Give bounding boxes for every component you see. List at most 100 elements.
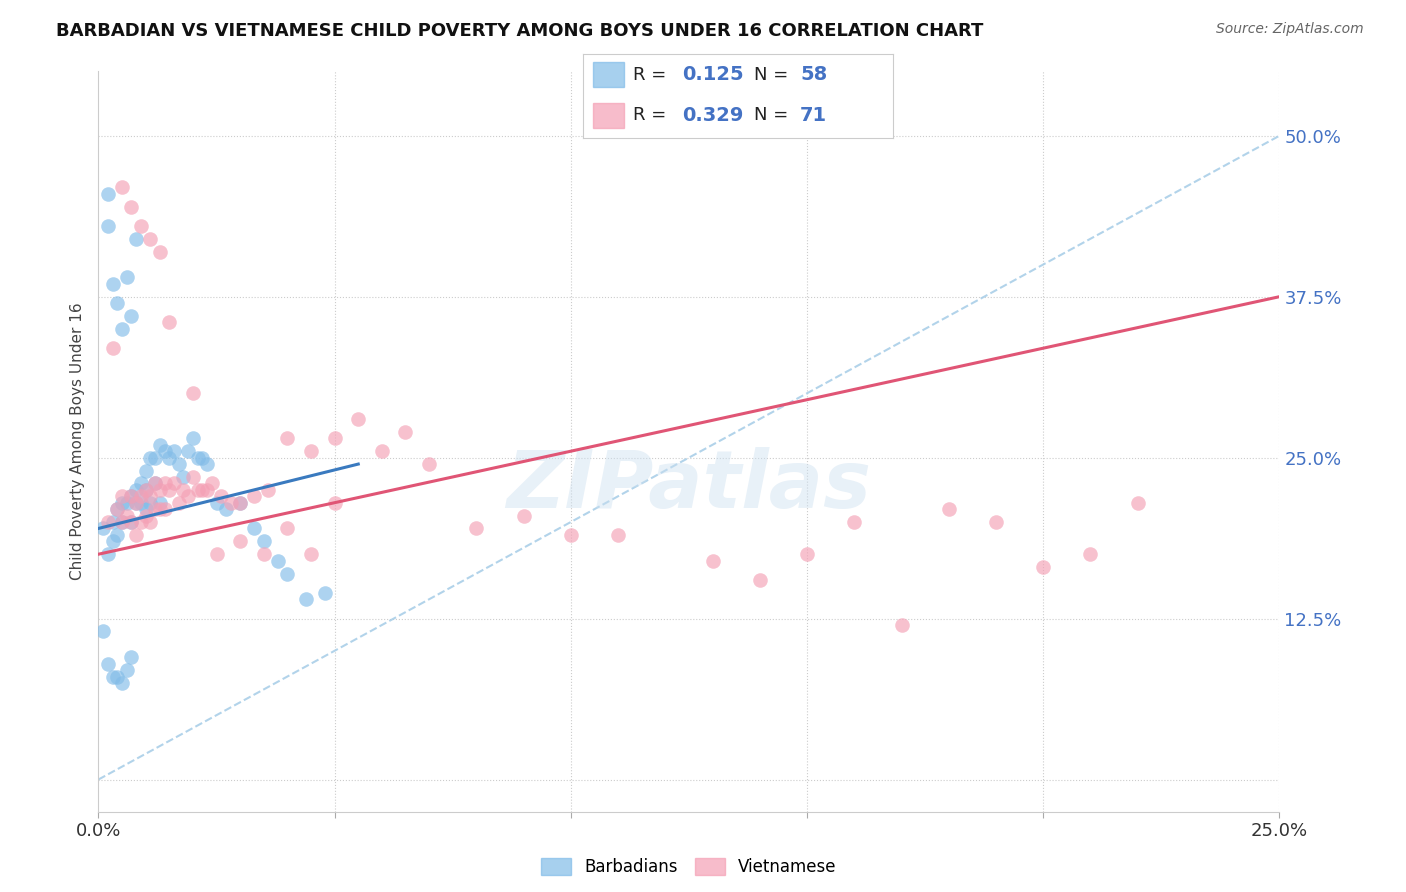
Point (121, 650, 143, 665)
Point (195, 457, 218, 471)
Point (267, 554, 290, 568)
Point (702, 554, 724, 568)
Point (105, 669, 128, 683)
Point (105, 296, 128, 310)
Point (229, 496, 252, 510)
Text: BARBADIAN VS VIETNAMESE CHILD POVERTY AMONG BOYS UNDER 16 CORRELATION CHART: BARBADIAN VS VIETNAMESE CHILD POVERTY AM… (56, 22, 984, 40)
Point (111, 496, 134, 510)
Point (157, 315, 180, 329)
Point (91, 521, 114, 535)
Text: 0.125: 0.125 (682, 65, 744, 84)
Point (195, 483, 218, 497)
Point (121, 489, 143, 503)
Point (125, 496, 148, 510)
Point (111, 489, 134, 503)
Bar (593, 103, 624, 128)
Point (215, 502, 238, 516)
Point (167, 496, 190, 510)
Point (115, 270, 138, 285)
Point (205, 547, 228, 561)
Point (394, 425, 416, 439)
Point (139, 489, 162, 503)
Text: N =: N = (754, 106, 793, 124)
Text: 0.329: 0.329 (682, 106, 744, 125)
Point (157, 450, 180, 465)
Point (323, 496, 346, 510)
Point (125, 496, 148, 510)
Point (191, 483, 214, 497)
Point (512, 508, 534, 523)
Point (143, 450, 166, 465)
Point (153, 502, 176, 516)
Text: Source: ZipAtlas.com: Source: ZipAtlas.com (1216, 22, 1364, 37)
Text: ZIPatlas: ZIPatlas (506, 447, 872, 525)
Point (243, 521, 266, 535)
Point (97, 657, 120, 671)
Point (111, 515, 134, 529)
Point (253, 547, 276, 561)
Text: R =: R = (633, 106, 672, 124)
Point (143, 476, 166, 491)
Point (149, 438, 172, 452)
Point (111, 322, 134, 336)
Point (143, 502, 166, 516)
Point (191, 450, 214, 465)
Point (139, 450, 162, 465)
Point (97, 186, 120, 201)
Point (209, 489, 232, 503)
Point (115, 508, 138, 523)
Point (129, 219, 152, 233)
Point (299, 444, 322, 458)
Point (149, 502, 172, 516)
Point (172, 470, 194, 484)
Text: 71: 71 (800, 106, 827, 125)
Point (153, 476, 176, 491)
Point (844, 515, 866, 529)
Point (97, 547, 120, 561)
Point (314, 586, 336, 600)
Point (229, 496, 252, 510)
Point (135, 502, 157, 516)
Text: N =: N = (754, 66, 793, 84)
Point (149, 496, 172, 510)
Bar (593, 62, 624, 87)
Point (167, 457, 190, 471)
Point (163, 444, 186, 458)
Point (115, 663, 138, 677)
Point (157, 483, 180, 497)
Point (177, 444, 200, 458)
Point (177, 489, 200, 503)
Point (129, 496, 152, 510)
Point (139, 496, 162, 510)
Point (276, 431, 298, 445)
Point (101, 669, 124, 683)
Point (465, 521, 488, 535)
Point (347, 412, 370, 426)
Point (111, 676, 134, 690)
Point (143, 476, 166, 491)
Point (139, 232, 162, 246)
Point (135, 463, 157, 477)
Point (125, 483, 148, 497)
Point (121, 489, 143, 503)
Point (323, 431, 346, 445)
Point (97, 219, 120, 233)
Point (607, 528, 630, 542)
Point (111, 515, 134, 529)
Point (101, 341, 124, 355)
Point (101, 515, 124, 529)
Point (139, 515, 162, 529)
Point (153, 444, 176, 458)
Point (219, 496, 242, 510)
Point (796, 547, 818, 561)
Point (125, 528, 148, 542)
Point (257, 483, 280, 497)
Point (91, 624, 114, 639)
Point (135, 483, 157, 497)
Point (125, 232, 148, 246)
Point (129, 489, 152, 503)
Point (121, 515, 143, 529)
Point (201, 476, 224, 491)
Point (129, 476, 152, 491)
Point (938, 502, 960, 516)
